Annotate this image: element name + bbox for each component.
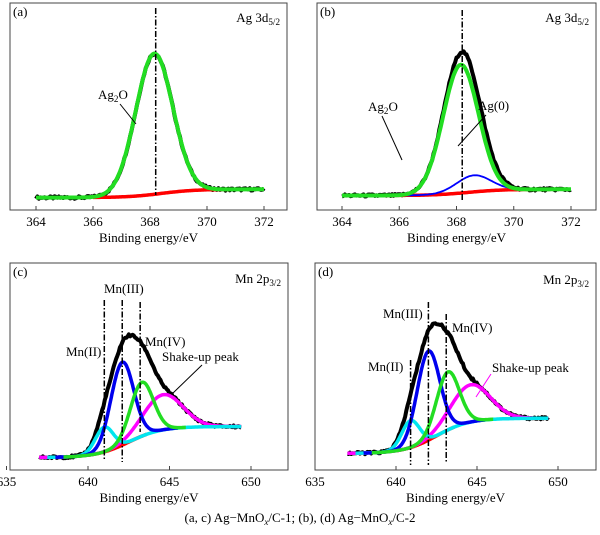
- plot-frame: [314, 262, 597, 471]
- text-part: Mn 2p: [543, 272, 577, 287]
- x-tick-label: 645: [160, 474, 180, 489]
- text-part: Ag: [368, 99, 384, 114]
- text-part: O: [118, 87, 127, 102]
- component-line-mn2: [354, 416, 549, 455]
- component-line-ag2o: [341, 62, 572, 198]
- x-tick-label: 650: [548, 474, 568, 489]
- panel-label: (d): [318, 264, 333, 279]
- figure-caption: (a, c) Ag−MnOx/C-1; (b), (d) Ag−MnOx/C-2: [0, 510, 600, 527]
- component-line-ag2o: [35, 51, 265, 200]
- annotation-leader: [475, 373, 492, 398]
- x-tick-label: 640: [78, 474, 98, 489]
- envelope-data-line: [34, 52, 266, 201]
- x-tick-label: 645: [467, 474, 487, 489]
- x-tick-label: 364: [26, 214, 46, 229]
- x-tick-label: 635: [305, 474, 325, 489]
- background-line: [92, 187, 231, 200]
- subscript: 3/2: [269, 278, 281, 288]
- annotation-leader: [457, 114, 487, 147]
- mn2-label: Mn(II): [368, 359, 403, 374]
- x-axis-label: Binding energy/eV: [407, 230, 507, 245]
- x-tick-label: 366: [83, 214, 103, 229]
- caption-suffix: /C-2: [392, 510, 416, 525]
- panel-a: 364 366 368 370 372 Binding energy/eV (a) Ag 3d…: [9, 2, 288, 245]
- x-tick-label: 368: [140, 214, 160, 229]
- panel-label: (c): [13, 264, 27, 279]
- subscript: 5/2: [577, 17, 589, 27]
- x-tick-label: 640: [386, 474, 406, 489]
- panel-label: (b): [320, 4, 335, 19]
- x-tick-label: 372: [254, 214, 274, 229]
- ag2o-label: Ag2O: [368, 99, 398, 116]
- panel-b: 364 366 368 370 372 Binding energy/eV (b) Ag 3d…: [316, 2, 597, 245]
- annotation-leader: [381, 115, 403, 161]
- subscript: 5/2: [268, 17, 280, 27]
- panel-d: 635 640 645 650 Binding energy/eV (d) Mn 2p3/2…: [305, 262, 597, 505]
- caption-subscript: x: [388, 517, 393, 527]
- shake-up-label: Shake-up peak: [492, 360, 569, 375]
- text-part: Mn 2p: [235, 271, 269, 286]
- mn4-label: Mn(IV): [452, 320, 492, 335]
- x-tick-label: 370: [197, 214, 217, 229]
- x-tick-label: 366: [390, 214, 410, 229]
- component-line-mn2: [46, 424, 242, 460]
- annotation-leader: [171, 364, 203, 395]
- x-tick-label: 368: [447, 214, 467, 229]
- x-tick-label: 364: [332, 214, 352, 229]
- mn3-label: Mn(III): [104, 281, 144, 296]
- plot-frame: [9, 2, 288, 211]
- panel-title: Mn 2p3/2: [543, 272, 589, 289]
- envelope-data-line: [346, 321, 550, 457]
- panel-c: 635 640 645 650 Binding energy/eV (c) Mn 2p3/2…: [0, 262, 289, 505]
- ag0-label: Ag(0): [478, 98, 509, 113]
- ag2o-label: Ag2O: [98, 87, 128, 104]
- mn2-label: Mn(II): [66, 344, 101, 359]
- panel-title: Ag 3d5/2: [545, 10, 589, 27]
- text-part: Ag 3d: [236, 10, 269, 25]
- x-tick-label: 635: [0, 474, 16, 489]
- panel-title: Mn 2p3/2: [235, 271, 281, 288]
- x-tick-label: 370: [504, 214, 524, 229]
- panel-label: (a): [13, 4, 27, 19]
- component-line-mn4: [62, 380, 187, 459]
- x-tick-label: 650: [241, 474, 261, 489]
- plot-frame: [9, 262, 289, 471]
- text-part: Ag 3d: [545, 10, 578, 25]
- plot-frame: [316, 2, 597, 211]
- subscript: 2: [384, 106, 389, 116]
- x-tick-label: 372: [561, 214, 581, 229]
- x-axis-label: Binding energy/eV: [99, 490, 199, 505]
- shake-up-label: Shake-up peak: [162, 349, 239, 364]
- text-part: Ag(0): [478, 98, 509, 113]
- component-line-mn4: [370, 369, 495, 455]
- mn4-label: Mn(IV): [145, 334, 185, 349]
- x-axis-label: Binding energy/eV: [99, 230, 199, 245]
- mn3-label: Mn(III): [383, 306, 423, 321]
- panel-title: Ag 3d5/2: [236, 10, 280, 27]
- subscript: 2: [114, 94, 119, 104]
- x-axis-label: Binding energy/eV: [406, 490, 506, 505]
- text-part: Ag: [98, 87, 114, 102]
- annotation-leader: [119, 103, 137, 125]
- text-part: O: [388, 99, 397, 114]
- caption-subscript: x: [264, 517, 269, 527]
- subscript: 3/2: [577, 279, 589, 289]
- caption-prefix: (a, c) Ag−MnO: [184, 510, 265, 525]
- caption-middle: /C-1; (b), (d) Ag−MnO: [268, 510, 389, 525]
